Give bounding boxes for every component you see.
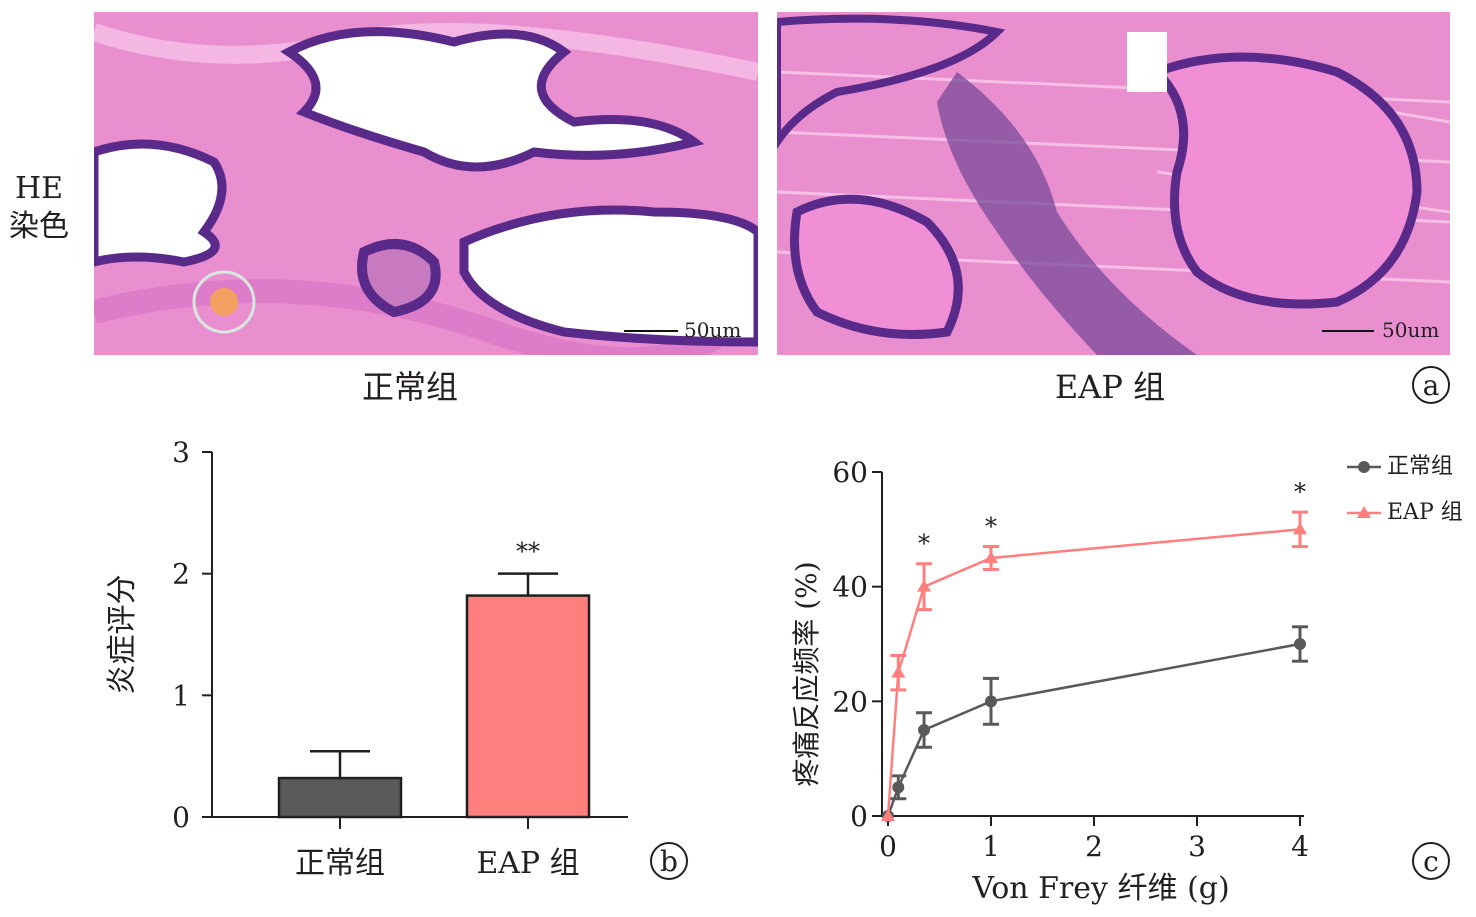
- data-point: [985, 695, 997, 708]
- row-label-line1: HE: [14, 171, 64, 206]
- pain-response-line-chart: 0 20 40 60 0 1 2 3 4 * * * 疼痛反应频率 (%) Von Frey 纤维 …: [790, 456, 1309, 906]
- y-tick-label: 0: [172, 801, 190, 834]
- row-label-line2: 染色: [9, 209, 69, 244]
- data-point: [892, 781, 905, 794]
- scale-bar-right: [1322, 330, 1374, 332]
- series-line-0: [886, 642, 1301, 817]
- y-tick-label: 40: [832, 571, 868, 604]
- legend-marker: [1357, 506, 1371, 518]
- x-tick-label: 1: [982, 830, 1000, 863]
- significance-label: *: [985, 513, 997, 541]
- y-tick-label: 2: [172, 558, 190, 591]
- data-point: [1293, 522, 1307, 535]
- bar-0: [277, 776, 403, 819]
- y-tick-label: 20: [832, 685, 868, 718]
- he-stain-row-label: HE 染色: [0, 170, 78, 246]
- x-tick-label: EAP 组: [476, 846, 579, 881]
- legend-item-1: EAP 组: [1345, 494, 1463, 526]
- panel-letter-c: c: [1412, 842, 1450, 880]
- x-tick-label: 4: [1291, 830, 1309, 863]
- legend-swatch: [1347, 506, 1381, 518]
- legend-item-0: 正常组: [1345, 448, 1453, 480]
- data-point: [918, 724, 931, 736]
- y-tick-label: 0: [850, 800, 868, 833]
- line-chart-axes: 0 20 40 60 0 1 2 3 4: [832, 456, 1309, 863]
- significance-label: *: [1294, 478, 1306, 506]
- x-tick-label: 正常组: [295, 846, 385, 881]
- significance-label: *: [918, 530, 930, 558]
- significance-label: **: [516, 538, 540, 566]
- data-point: [917, 579, 932, 592]
- x-tick-label: 3: [1188, 830, 1206, 863]
- bar-chart-axes: 0 1 2 3 正常组 EAP 组: [172, 436, 628, 881]
- micrograph-normal-group: [94, 12, 758, 355]
- bar-chart-y-axis-label: 炎症评分: [105, 575, 140, 695]
- legend-label: 正常组: [1387, 454, 1454, 479]
- bar-chart-bars: **: [277, 538, 591, 819]
- x-tick-label: 2: [1085, 830, 1103, 863]
- data-point: [984, 551, 998, 563]
- caption-eap-group: EAP 组: [1054, 368, 1166, 406]
- series-line-1: [886, 528, 1301, 817]
- line-chart-series: * * *: [881, 478, 1308, 822]
- data-point: [881, 809, 895, 821]
- caption-normal-group: 正常组: [361, 368, 458, 406]
- y-tick-label: 3: [172, 436, 190, 469]
- scale-bar-label-right: 50um: [1382, 318, 1440, 342]
- legend-swatch: [1347, 461, 1381, 473]
- data-point: [891, 665, 906, 678]
- bar-1: [465, 594, 591, 819]
- panel-letter-b: b: [650, 842, 688, 880]
- inflammation-score-bar-chart: 0 1 2 3 正常组 EAP 组 ** 炎症评分: [105, 436, 628, 881]
- data-point: [1294, 638, 1306, 650]
- y-tick-label: 60: [832, 456, 868, 489]
- panel-letter-a: a: [1412, 366, 1450, 404]
- scale-bar-left: [624, 330, 678, 332]
- line-chart-x-axis-label: Von Frey 纤维 (g): [971, 871, 1229, 906]
- micrograph-eap-group: [777, 12, 1450, 355]
- legend-label: EAP 组: [1387, 500, 1463, 525]
- legend-marker: [1358, 461, 1370, 473]
- scale-bar-label-left: 50um: [684, 318, 742, 342]
- line-chart-y-axis-label: 疼痛反应频率 (%): [790, 561, 823, 786]
- y-tick-label: 1: [172, 679, 190, 712]
- x-tick-label: 0: [879, 830, 897, 863]
